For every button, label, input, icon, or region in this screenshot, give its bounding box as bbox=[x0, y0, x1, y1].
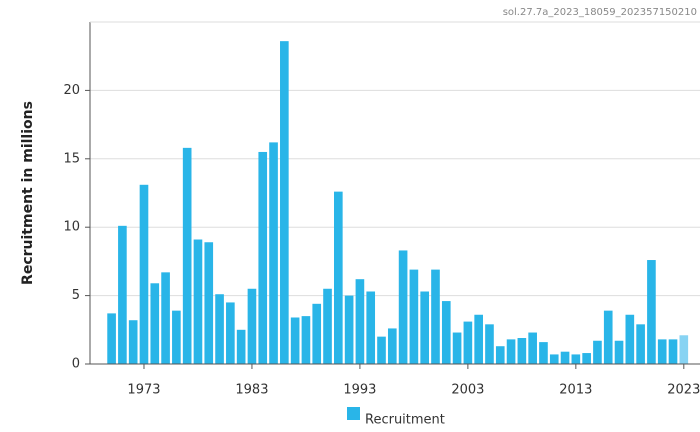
bar bbox=[495, 346, 505, 364]
x-tick-label: 2003 bbox=[451, 383, 484, 398]
bar bbox=[236, 329, 246, 364]
x-tick-label: 2013 bbox=[559, 383, 592, 398]
legend-swatch bbox=[347, 407, 360, 420]
bar bbox=[679, 335, 689, 364]
bar bbox=[247, 288, 257, 364]
bar bbox=[193, 239, 203, 364]
bar bbox=[355, 279, 365, 364]
y-tick-label: 20 bbox=[63, 83, 80, 98]
bar bbox=[182, 147, 192, 364]
bar bbox=[323, 288, 332, 364]
bar bbox=[517, 338, 527, 364]
bar bbox=[409, 269, 419, 364]
bar bbox=[636, 324, 645, 364]
bar bbox=[366, 291, 376, 364]
bar bbox=[431, 269, 440, 364]
bar bbox=[528, 332, 537, 364]
bar bbox=[593, 340, 602, 364]
bar bbox=[452, 332, 462, 364]
y-tick-label: 5 bbox=[72, 288, 80, 303]
bar bbox=[344, 295, 354, 364]
x-tick-label: 1983 bbox=[235, 383, 268, 398]
bar bbox=[398, 250, 408, 364]
y-tick-label: 10 bbox=[63, 220, 80, 235]
bar bbox=[172, 310, 181, 364]
bar bbox=[118, 225, 127, 364]
bar bbox=[204, 242, 214, 364]
bar bbox=[258, 151, 268, 364]
bar bbox=[139, 184, 149, 364]
bar bbox=[485, 324, 494, 364]
bar bbox=[387, 328, 397, 364]
x-tick-label: 2023 bbox=[667, 383, 700, 398]
x-tick-label: 1993 bbox=[343, 383, 376, 398]
bar bbox=[226, 302, 235, 364]
bar bbox=[657, 339, 667, 364]
bar bbox=[474, 314, 483, 364]
bar bbox=[603, 310, 613, 364]
bar bbox=[377, 336, 386, 364]
bar bbox=[150, 283, 160, 364]
bar bbox=[463, 321, 473, 364]
legend-label: Recruitment bbox=[365, 413, 445, 428]
bar bbox=[215, 294, 224, 364]
bar bbox=[107, 313, 116, 364]
bar bbox=[560, 351, 570, 364]
bar bbox=[539, 342, 548, 364]
bar bbox=[582, 353, 591, 364]
source-id: sol.27.7a_2023_18059_202357150210 bbox=[503, 7, 697, 18]
bar bbox=[571, 354, 581, 364]
x-tick-label: 1973 bbox=[127, 383, 160, 398]
y-tick-label: 15 bbox=[63, 151, 80, 166]
bar bbox=[549, 354, 559, 364]
bar bbox=[506, 339, 516, 364]
bar bbox=[269, 142, 278, 364]
bar bbox=[420, 291, 430, 364]
bar bbox=[280, 41, 289, 364]
bar bbox=[290, 317, 300, 364]
bar bbox=[647, 260, 656, 364]
y-tick-label: 0 bbox=[72, 357, 80, 372]
bar bbox=[441, 301, 451, 364]
bar bbox=[668, 339, 678, 364]
bar bbox=[301, 316, 311, 364]
bar bbox=[625, 314, 635, 364]
y-axis-label: Recruitment in millions bbox=[20, 101, 36, 285]
bar bbox=[312, 303, 322, 364]
bar bbox=[128, 320, 138, 364]
bar bbox=[161, 272, 170, 364]
bar bbox=[334, 191, 343, 364]
bar bbox=[614, 340, 624, 364]
